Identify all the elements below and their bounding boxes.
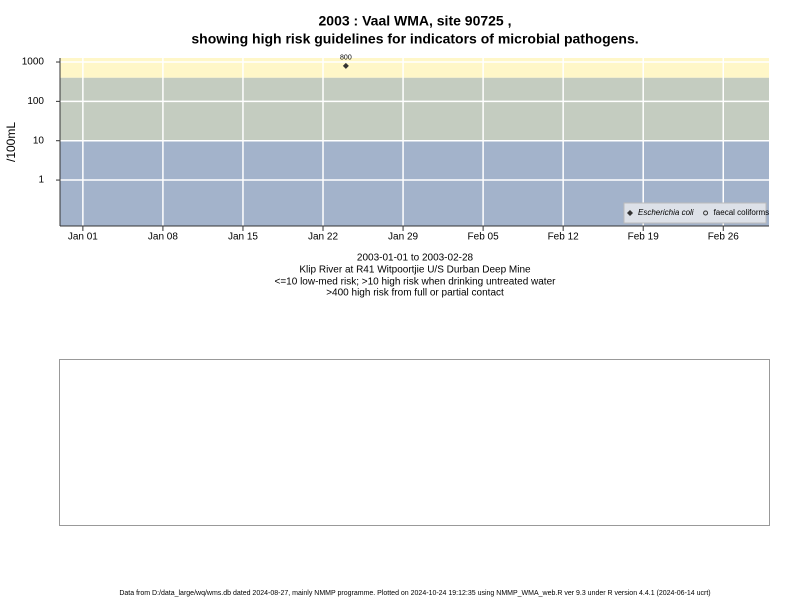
legend-label: faecal coliforms — [714, 208, 770, 217]
caption: 2003-01-01 to 2003-02-28 — [357, 253, 474, 264]
x-tick-label: Feb 26 — [708, 232, 740, 243]
risk-band — [60, 77, 769, 141]
risk-band — [60, 58, 769, 78]
footer: Data from D:/data_large/wq/wms.db dated … — [119, 590, 710, 597]
legend-label: Escherichia coli — [638, 208, 694, 217]
y-axis-label: /100mL — [4, 122, 18, 162]
x-tick-label: Jan 22 — [308, 232, 338, 243]
x-tick-label: Feb 12 — [548, 232, 580, 243]
chart-subtitle: showing high risk guidelines for indicat… — [191, 31, 638, 47]
legend-marker — [703, 210, 709, 216]
y-tick-label: 1 — [38, 175, 44, 186]
y-tick-label: 100 — [27, 96, 44, 107]
x-tick-label: Jan 08 — [148, 232, 178, 243]
data-label: 800 — [340, 55, 352, 62]
y-tick-label: 10 — [33, 135, 45, 146]
x-tick-label: Jan 29 — [388, 232, 418, 243]
chart-title: 2003 : Vaal WMA, site 90725 , — [319, 13, 512, 29]
legend-box — [623, 202, 767, 224]
caption: <=10 low-med risk; >10 high risk when dr… — [275, 277, 557, 288]
data-point — [342, 62, 349, 69]
x-tick-label: Feb 05 — [468, 232, 500, 243]
x-tick-label: Feb 19 — [628, 232, 660, 243]
y-tick-label: 1000 — [22, 57, 45, 68]
x-tick-label: Jan 15 — [228, 232, 258, 243]
legend-marker — [627, 210, 633, 216]
caption: >400 high risk from full or partial cont… — [326, 288, 504, 299]
empty-panel — [59, 359, 770, 526]
caption: Klip River at R41 Witpoortjie U/S Durban… — [299, 265, 531, 276]
x-tick-label: Jan 01 — [68, 232, 98, 243]
